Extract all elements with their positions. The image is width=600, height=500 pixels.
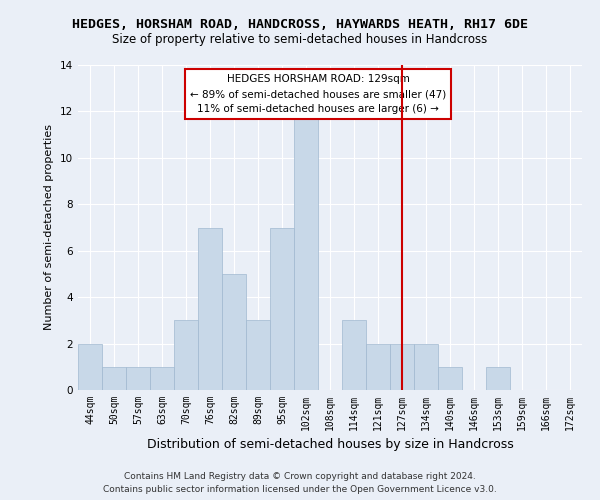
Bar	[438, 367, 462, 390]
Bar	[414, 344, 438, 390]
Bar	[486, 367, 510, 390]
Bar	[222, 274, 246, 390]
Bar	[246, 320, 270, 390]
Text: HEDGES, HORSHAM ROAD, HANDCROSS, HAYWARDS HEATH, RH17 6DE: HEDGES, HORSHAM ROAD, HANDCROSS, HAYWARD…	[72, 18, 528, 30]
Text: Contains HM Land Registry data © Crown copyright and database right 2024.: Contains HM Land Registry data © Crown c…	[124, 472, 476, 481]
Bar	[198, 228, 222, 390]
Bar	[294, 112, 318, 390]
Bar	[102, 367, 126, 390]
Bar	[78, 344, 102, 390]
Text: Size of property relative to semi-detached houses in Handcross: Size of property relative to semi-detach…	[112, 32, 488, 46]
Bar	[126, 367, 150, 390]
Bar	[342, 320, 366, 390]
Y-axis label: Number of semi-detached properties: Number of semi-detached properties	[44, 124, 55, 330]
Bar	[390, 344, 414, 390]
Bar	[270, 228, 294, 390]
Text: HEDGES HORSHAM ROAD: 129sqm
← 89% of semi-detached houses are smaller (47)
11% o: HEDGES HORSHAM ROAD: 129sqm ← 89% of sem…	[190, 74, 446, 114]
Text: Contains public sector information licensed under the Open Government Licence v3: Contains public sector information licen…	[103, 485, 497, 494]
X-axis label: Distribution of semi-detached houses by size in Handcross: Distribution of semi-detached houses by …	[146, 438, 514, 452]
Bar	[174, 320, 198, 390]
Bar	[150, 367, 174, 390]
Bar	[366, 344, 390, 390]
